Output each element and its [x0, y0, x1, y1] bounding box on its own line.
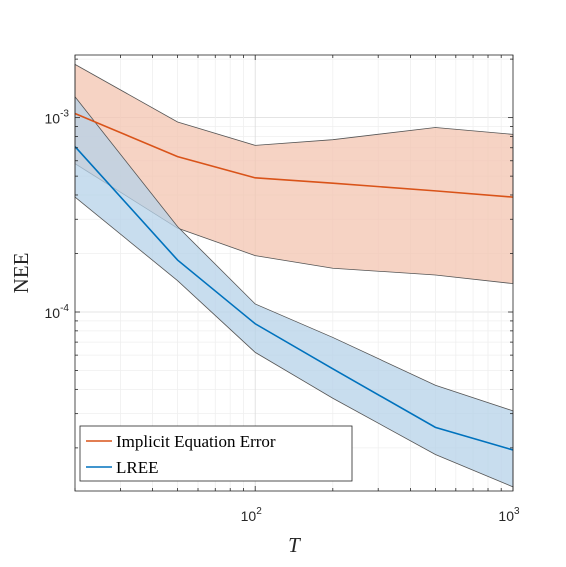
plot-frame — [74, 54, 514, 492]
series-lines — [74, 112, 514, 451]
y-axis-title: NEE — [9, 253, 33, 294]
axis-ticks: 102 103 10-4 10-3 — [45, 55, 520, 524]
x-tick-label: 102 — [241, 506, 263, 524]
legend-label-implicit-equation-error: Implicit Equation Error — [116, 432, 276, 451]
y-tick-label: 10-3 — [45, 109, 70, 127]
series-line-lree — [74, 146, 514, 451]
x-tick-label: 103 — [498, 506, 520, 524]
legend-box — [79, 425, 353, 482]
legend: Implicit Equation Error LREE — [79, 425, 353, 482]
y-tick-label: 10-4 — [45, 303, 70, 321]
x-axis-title: T — [288, 533, 301, 557]
legend-label-lree: LREE — [116, 458, 159, 477]
series-line-implicit-equation-error — [74, 112, 514, 198]
